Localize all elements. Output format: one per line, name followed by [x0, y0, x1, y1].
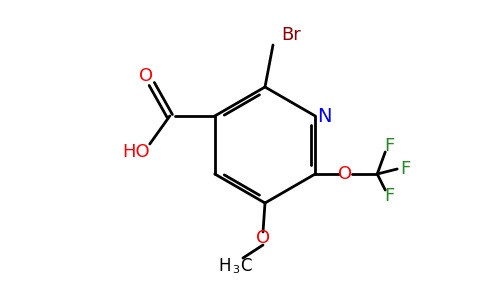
Text: O: O — [139, 67, 153, 85]
Text: C: C — [240, 257, 252, 275]
Text: O: O — [256, 229, 270, 247]
Text: Br: Br — [281, 26, 301, 44]
Text: O: O — [338, 165, 352, 183]
Text: F: F — [400, 160, 410, 178]
Text: F: F — [384, 187, 394, 205]
Text: HO: HO — [122, 143, 150, 161]
Text: N: N — [317, 106, 332, 125]
Text: F: F — [384, 137, 394, 155]
Text: H: H — [218, 257, 231, 275]
Text: 3: 3 — [232, 265, 239, 275]
